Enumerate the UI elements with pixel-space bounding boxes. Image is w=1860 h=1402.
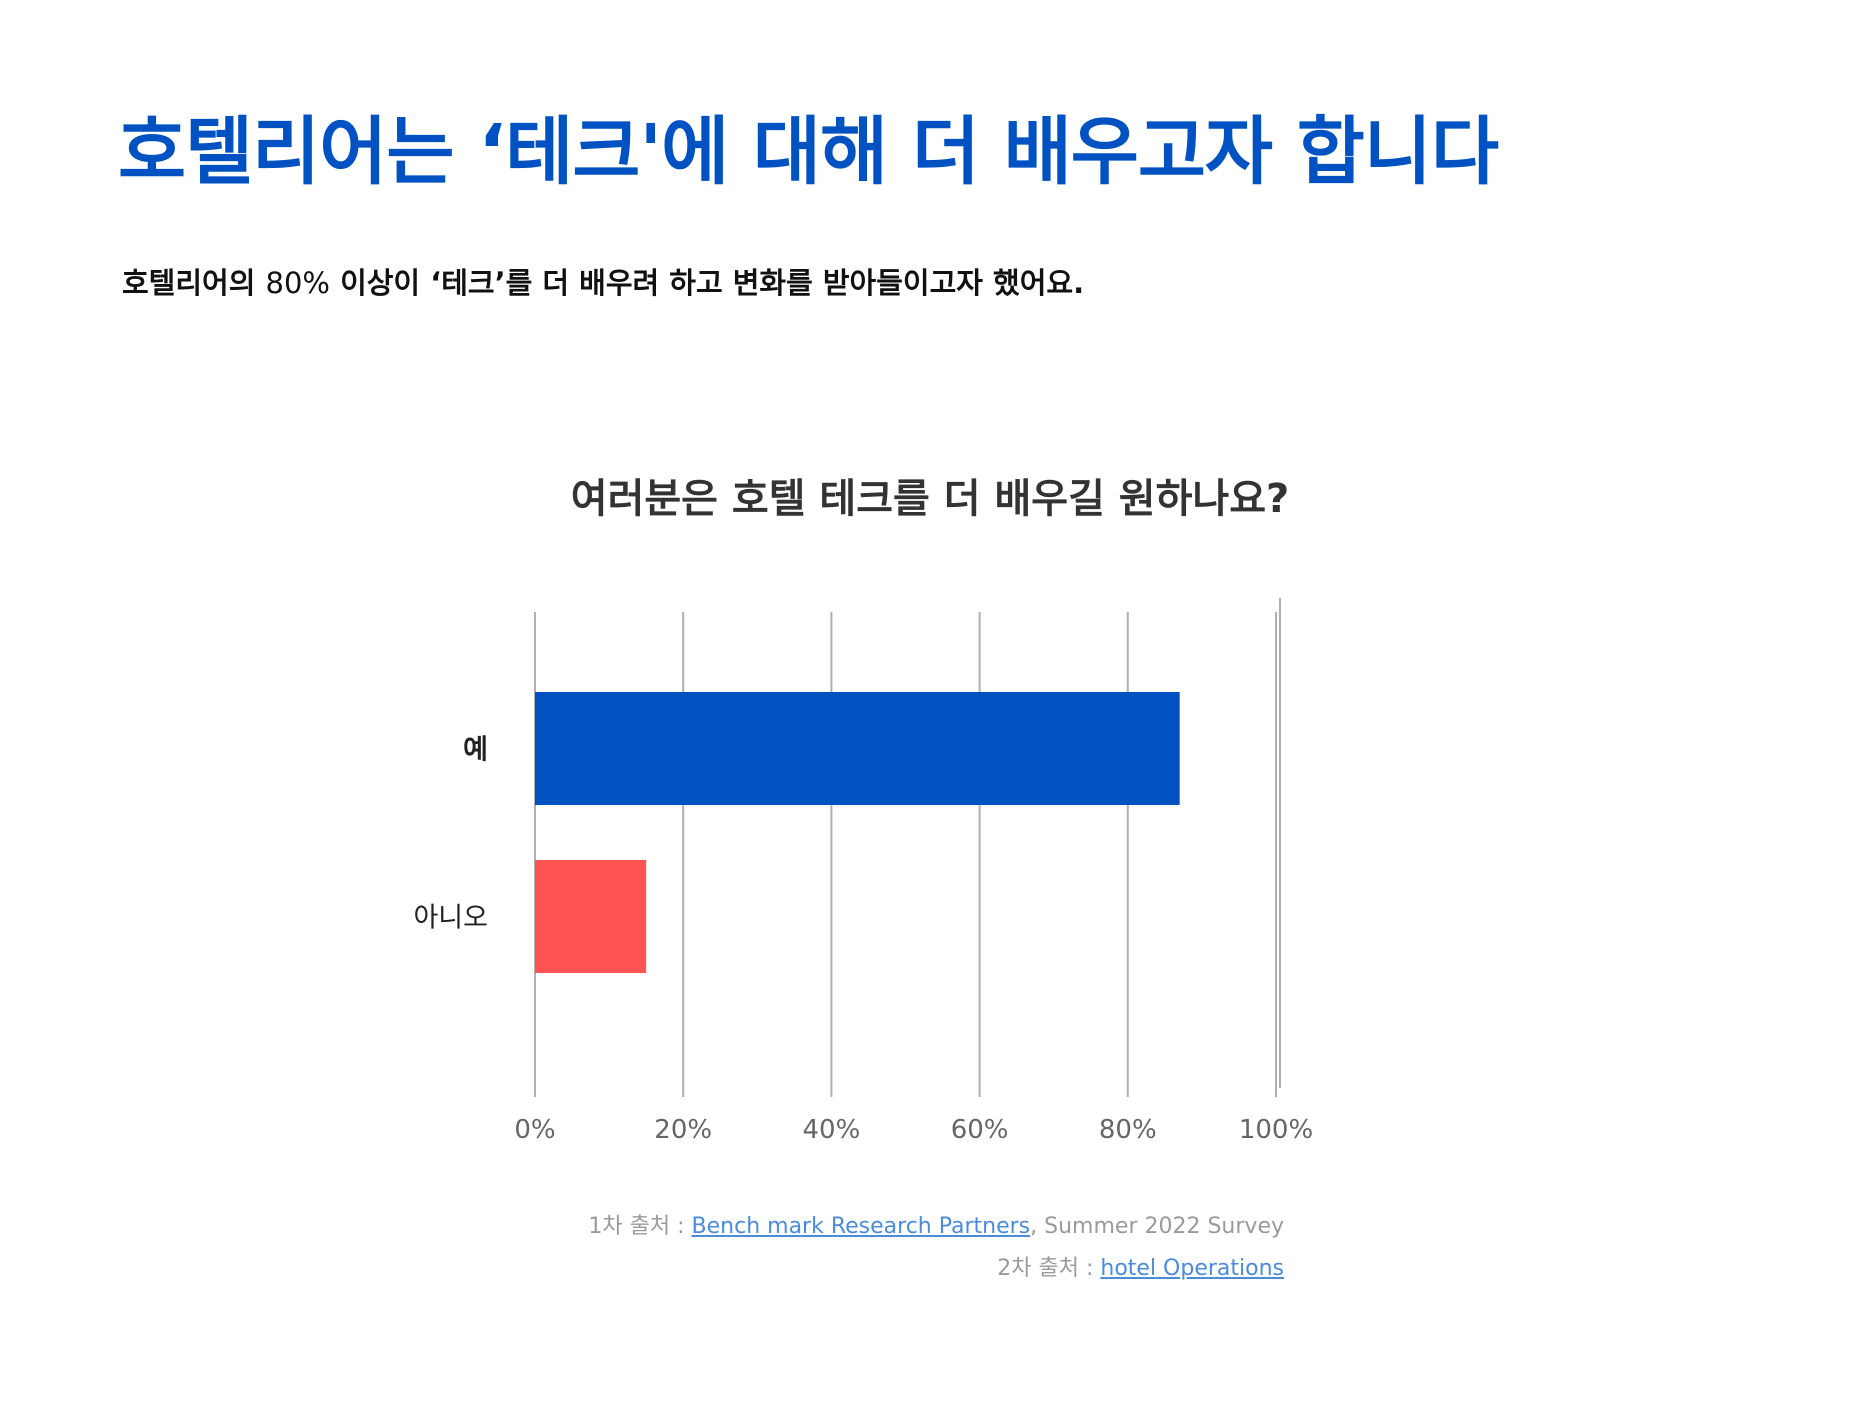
x-tick-label: 80%: [1099, 1115, 1157, 1145]
y-category-label: 예: [463, 735, 488, 766]
source-1-link[interactable]: Bench mark Research Partners: [691, 1214, 1031, 1239]
subtitle-suffix: 이상이 ‘테크’를 더 배우려 하고 변화를 받아들이고자 했어요.: [329, 266, 1085, 300]
x-tick-label: 20%: [654, 1115, 712, 1145]
page-title: 호텔리어는 ‘테크'에 대해 더 배우고자 합니다: [118, 109, 1499, 195]
x-tick-label: 60%: [951, 1115, 1009, 1145]
source-2-link[interactable]: hotel Operations: [1100, 1256, 1284, 1281]
subtitle-figure: 80%: [265, 266, 330, 300]
y-category-label: 아니오: [413, 903, 488, 934]
x-tick-label: 0%: [514, 1115, 555, 1145]
bar: [535, 860, 647, 973]
source-1-suffix: , Summer 2022 Survey: [1030, 1214, 1284, 1239]
bar: [535, 692, 1180, 805]
subtitle-prefix: 호텔리어의: [122, 266, 266, 300]
source-line-2: 2차 출처 : hotel Operations: [997, 1250, 1284, 1282]
source-2-prefix: 2차 출처 :: [997, 1256, 1101, 1281]
source-1-prefix: 1차 출처 :: [588, 1214, 692, 1239]
page-subtitle: 호텔리어의 80% 이상이 ‘테크’를 더 배우려 하고 변화를 받아들이고자 …: [122, 260, 1084, 302]
source-line-1: 1차 출처 : Bench mark Research Partners, Su…: [588, 1208, 1284, 1240]
chart-title: 여러분은 호텔 테크를 더 배우길 원하나요?: [570, 476, 1290, 522]
x-tick-label: 100%: [1239, 1115, 1313, 1145]
x-tick-label: 40%: [803, 1115, 861, 1145]
